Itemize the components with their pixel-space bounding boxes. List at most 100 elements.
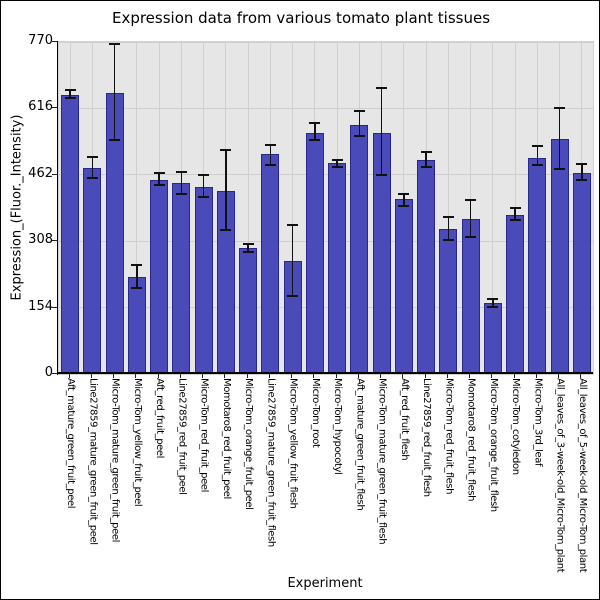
x-tick-mark: [224, 374, 226, 378]
x-tick-label: Micro-Tom_root: [309, 378, 321, 448]
y-tick-label: 308: [28, 232, 53, 248]
x-tick-mark: [513, 374, 515, 378]
error-bar-line: [336, 159, 338, 167]
x-tick-mark: [246, 374, 248, 378]
y-tick-label: 770: [28, 33, 53, 48]
x-tick-label: Line27859_red_fruit_flesh: [421, 378, 433, 497]
x-tick-mark: [402, 374, 404, 378]
gridline-v: [492, 42, 494, 374]
bar: [394, 199, 413, 374]
gridline-v: [136, 42, 138, 374]
x-tick-mark: [535, 374, 537, 378]
error-bar-cap-top: [353, 110, 365, 113]
x-tick-label: Momotaro8_red_fruit_flesh: [465, 378, 477, 502]
bar: [506, 214, 525, 374]
x-tick-label: Micro-Tom_hypocotyl: [332, 378, 344, 475]
error-bar-line: [514, 208, 516, 220]
bar: [127, 277, 146, 374]
bar: [239, 248, 258, 374]
error-bar-line: [558, 107, 561, 170]
x-tick-mark: [291, 374, 293, 378]
bar: [417, 159, 436, 374]
gridline-v: [447, 42, 449, 374]
y-tick-mark: [52, 306, 57, 308]
x-tick-mark: [380, 374, 382, 378]
error-bar-cap-top: [531, 145, 543, 148]
error-bar-line: [403, 194, 405, 206]
error-bar-line: [136, 264, 138, 289]
x-tick-mark: [90, 374, 92, 378]
x-tick-mark: [424, 374, 426, 378]
x-tick-label: Aft_mature_green_fruit_peel: [65, 378, 77, 509]
bar: [194, 186, 213, 374]
error-bar-cap-top: [576, 163, 588, 166]
error-bar-cap-top: [420, 151, 432, 154]
error-bar-cap-bottom: [175, 193, 187, 196]
error-bar-line: [113, 43, 116, 140]
error-bar-cap-top: [153, 172, 165, 175]
x-tick-label: Micro-Tom_yellow_fruit_flesh: [287, 378, 299, 509]
x-tick-label: Micro-Tom_3rd_leaf: [532, 378, 544, 467]
x-tick-label: Momotaro8_red_fruit_peel: [220, 378, 232, 499]
gridline-v: [292, 42, 294, 374]
x-tick-mark: [446, 374, 448, 378]
x-tick-label: Micro-Tom_orange_fruit_peel: [243, 378, 255, 510]
bar: [483, 303, 502, 374]
gridline-h: [59, 107, 593, 109]
x-tick-mark: [135, 374, 137, 378]
y-tick-mark: [52, 41, 57, 42]
y-tick-label: 0: [44, 365, 53, 380]
gridline-h: [59, 174, 593, 176]
error-bar-cap-bottom: [153, 184, 165, 187]
error-bar-cap-bottom: [131, 287, 143, 290]
error-bar-cap-top: [287, 223, 299, 226]
y-tick-mark: [52, 107, 57, 109]
x-tick-mark: [491, 374, 493, 378]
bar: [305, 132, 324, 374]
y-axis-title: Expression_(Fluor._Intensity): [9, 114, 25, 301]
error-bar-cap-bottom: [531, 163, 543, 166]
error-bar-line: [358, 111, 361, 136]
x-tick-mark: [469, 374, 471, 378]
bar: [572, 172, 591, 374]
x-tick-mark: [179, 374, 181, 378]
error-bar-cap-bottom: [353, 134, 365, 137]
gridline-h: [59, 373, 593, 375]
gridline-h: [59, 240, 593, 242]
error-bar-cap-top: [509, 207, 521, 210]
gridline-h: [59, 41, 593, 43]
error-bar-line: [225, 149, 227, 230]
x-tick-label: Micro-Tom_cotyledon: [510, 378, 522, 475]
gridline-h: [59, 307, 593, 309]
error-bar-cap-top: [198, 173, 210, 176]
error-bar-cap-top: [264, 143, 276, 146]
error-bar-cap-bottom: [398, 204, 410, 207]
error-bar-line: [469, 199, 472, 238]
error-bar-line: [492, 299, 494, 308]
error-bar-line: [447, 217, 450, 240]
x-tick-mark: [202, 374, 204, 378]
error-bar-cap-top: [309, 121, 321, 124]
error-bar-cap-top: [64, 88, 76, 91]
bar: [261, 153, 280, 374]
x-tick-label: Aft_mature_green_fruit_flesh: [354, 378, 366, 511]
error-bar-line: [291, 224, 294, 296]
y-tick-mark: [52, 173, 57, 175]
error-bar-cap-top: [554, 106, 566, 109]
error-bar-cap-bottom: [198, 195, 210, 198]
x-tick-mark: [68, 374, 70, 378]
error-bar-cap-bottom: [287, 294, 299, 297]
bar: [439, 229, 458, 374]
error-bar-line: [581, 164, 583, 181]
error-bar-line: [314, 122, 316, 140]
error-bar-cap-bottom: [509, 218, 521, 221]
bar: [550, 139, 569, 374]
error-bar-cap-bottom: [465, 236, 477, 239]
plot-area: [58, 41, 594, 375]
error-bar-line: [269, 144, 272, 165]
y-tick-mark: [52, 240, 57, 242]
error-bar-cap-bottom: [64, 97, 76, 100]
error-bar-cap-top: [220, 148, 232, 151]
error-bar-cap-bottom: [376, 173, 388, 176]
